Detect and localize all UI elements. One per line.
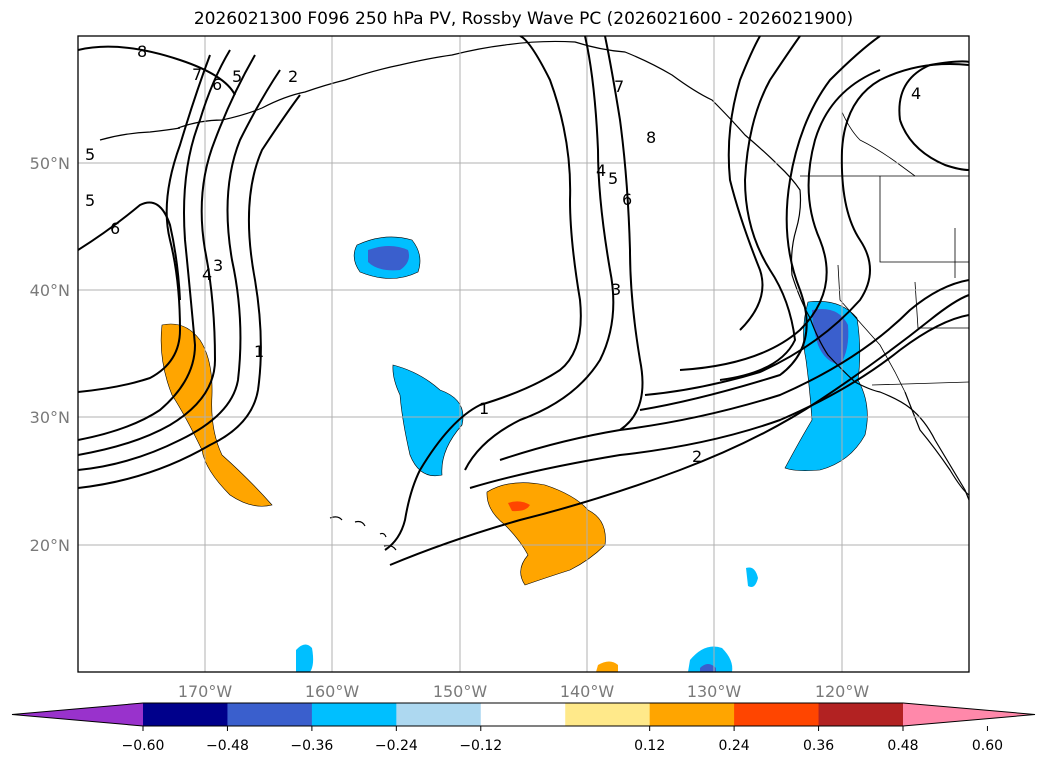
contour-line [464,36,615,471]
contour-label: 4 [202,265,212,284]
contour-line [644,63,969,396]
contour-label: 8 [137,42,147,61]
colorbar-tick-label: 0.48 [887,738,918,754]
colorbar-tick-label: 0.24 [719,738,750,754]
contour-label: 2 [288,67,298,86]
colorbar-tick-label: −0.24 [375,738,418,754]
contour-label: 5 [608,169,618,188]
contour-line [384,36,582,551]
colorbar-tick-label: −0.12 [459,738,502,754]
contour-line [679,69,881,371]
coastlines [99,40,969,551]
contour-label: 5 [232,67,242,86]
contour-line [78,54,256,456]
negative-anomaly-region [688,646,733,672]
pv-contours [78,36,969,566]
contour-line [639,36,881,411]
negative-anomaly-core [812,309,849,365]
contour-label: 4 [911,84,921,103]
contour-line [78,49,231,441]
colorbar: −0.60 −0.48 −0.36 −0.24 −0.12 0.12 0.24 0.36 0.4… [11,702,1036,754]
colorbar-tick-label: 0.60 [972,738,1003,754]
gridlines [78,36,969,672]
colorbar-swatch [480,703,566,726]
contour-label: 3 [611,280,621,299]
positive-anomaly-region [486,482,606,586]
contour-label: 1 [254,342,264,361]
map-title: 2026021300 F096 250 hPa PV, Rossby Wave … [193,9,854,29]
contour-line [78,94,301,489]
lat-tick-label: 50°N [30,154,70,173]
contour-line [78,45,236,96]
colorbar-tick-label: −0.36 [290,738,333,754]
negative-anomaly-core [368,246,409,271]
colorbar-swatch [818,703,904,726]
lat-tick-labels: 20°N 30°N 40°N 50°N [30,154,70,555]
contour-line [78,201,181,301]
contour-line [78,69,281,471]
colorbar-tick-label: 0.36 [803,738,834,754]
contour-label: 6 [110,219,120,238]
colorbar-swatch [649,703,735,726]
map-frame [77,35,970,673]
lat-tick-label: 40°N [30,281,70,300]
contour-label: 7 [614,77,624,96]
lat-tick-label: 20°N [30,536,70,555]
colorbar-swatch [227,703,313,726]
contour-label: 6 [212,75,222,94]
contour-line [719,36,801,381]
contour-line [389,294,969,566]
contour-label: 5 [85,191,95,210]
lon-tick-label: 120°W [815,682,870,701]
colorbar-extend-max [903,703,1035,726]
contour-line [619,279,969,431]
lat-tick-label: 30°N [30,408,70,427]
positive-anomaly-region [596,661,618,672]
lon-tick-label: 140°W [560,682,615,701]
contour-label: 5 [85,145,95,164]
contour-label: 8 [646,128,656,147]
lon-tick-label: 150°W [433,682,488,701]
political-borders [800,111,969,393]
negative-anomaly-core [700,664,716,672]
colorbar-swatch [311,703,397,726]
negative-anomaly-region [296,644,314,672]
lon-tick-labels: 170°W 160°W 150°W 140°W 130°W 120°W [178,682,870,701]
contour-line [898,60,969,171]
colorbar-extend-min [12,703,143,726]
pc-shading [160,236,868,672]
contour-label: 1 [479,399,489,418]
colorbar-swatch [396,703,482,726]
positive-anomaly-core [508,501,530,512]
colorbar-tick-label: 0.12 [634,738,665,754]
colorbar-tick-label: −0.60 [122,738,165,754]
negative-anomaly-region [392,364,464,477]
colorbar-swatch [565,703,651,726]
negative-anomaly-region [746,567,758,587]
contour-label: 4 [596,161,606,180]
lon-tick-label: 130°W [687,682,742,701]
contour-label: 7 [192,65,202,84]
contour-labels: 8 7 6 5 2 5 5 6 3 4 1 1 2 3 4 5 6 7 8 4 [85,42,921,466]
colorbar-tick-label: −0.48 [206,738,249,754]
contour-line [469,314,969,489]
lon-tick-label: 170°W [178,682,233,701]
contour-line [78,54,211,393]
contour-label: 6 [622,190,632,209]
contour-line [499,36,644,461]
contour-label: 2 [692,447,702,466]
contour-label: 3 [213,256,223,275]
lon-tick-label: 160°W [305,682,360,701]
colorbar-swatch [143,703,228,726]
map-plot-area: 8 7 6 5 2 5 5 6 3 4 1 1 2 3 4 5 6 7 8 4 [78,36,969,672]
positive-anomaly-region [160,323,273,507]
contour-line [727,36,764,331]
colorbar-swatch [734,703,820,726]
